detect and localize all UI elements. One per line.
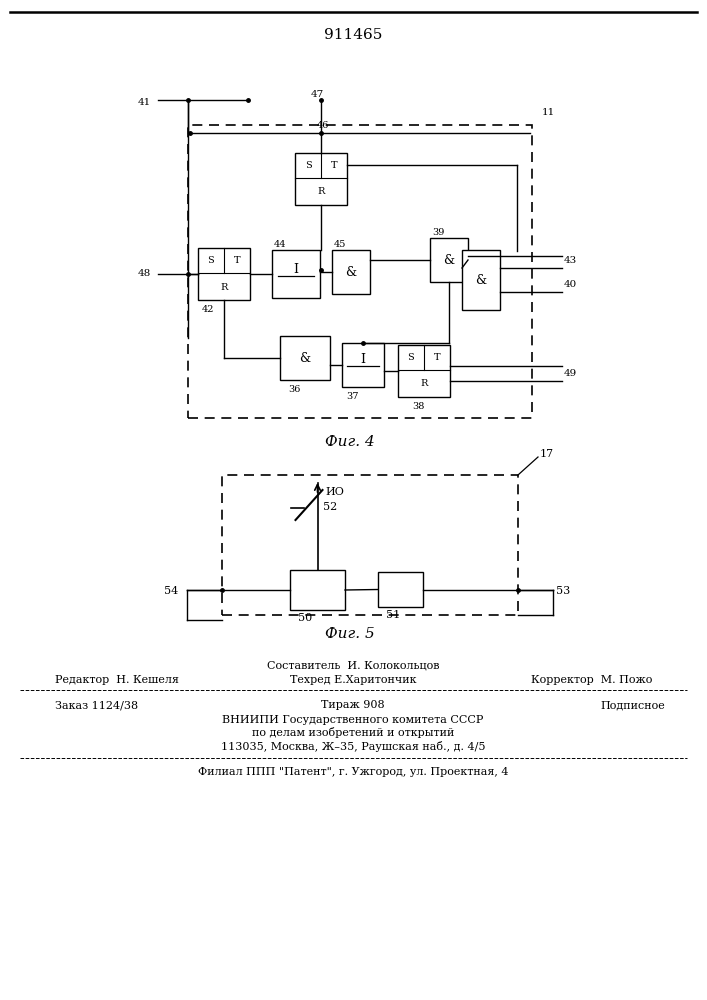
Bar: [290, 570, 345, 610]
Text: 38: 38: [412, 402, 424, 411]
Text: &: &: [346, 265, 356, 278]
Text: 113035, Москва, Ж–35, Раушская наб., д. 4/5: 113035, Москва, Ж–35, Раушская наб., д. …: [221, 740, 485, 752]
Text: ВНИИПИ Государственного комитета СССР: ВНИИПИ Государственного комитета СССР: [222, 715, 484, 725]
Text: Тираж 908: Тираж 908: [321, 700, 385, 710]
Bar: [280, 336, 330, 380]
Bar: [378, 572, 423, 607]
Text: Корректор  М. Пожо: Корректор М. Пожо: [531, 675, 652, 685]
Text: 54: 54: [164, 586, 178, 596]
Text: I: I: [361, 353, 366, 366]
Text: 17: 17: [540, 449, 554, 459]
Text: 39: 39: [432, 228, 445, 237]
Bar: [198, 248, 250, 300]
Text: Филиал ППП "Патент", г. Ужгород, ул. Проектная, 4: Филиал ППП "Патент", г. Ужгород, ул. Про…: [198, 767, 508, 777]
Bar: [222, 475, 518, 615]
Text: 46: 46: [317, 121, 329, 130]
Text: Составитель  И. Колокольцов: Составитель И. Колокольцов: [267, 660, 439, 670]
Text: R: R: [221, 282, 228, 292]
Text: R: R: [317, 188, 325, 196]
Text: 40: 40: [564, 280, 577, 289]
Text: 41: 41: [138, 98, 151, 107]
Text: Техред Е.Харитончик: Техред Е.Харитончик: [290, 675, 416, 685]
Text: 50: 50: [298, 613, 312, 623]
Bar: [398, 345, 450, 397]
Bar: [332, 250, 370, 294]
Text: T: T: [331, 161, 337, 170]
Text: 43: 43: [564, 256, 577, 265]
Bar: [462, 250, 500, 310]
Text: R: R: [421, 379, 428, 388]
Bar: [430, 238, 468, 282]
Text: S: S: [408, 353, 414, 362]
Text: 53: 53: [556, 585, 571, 595]
Bar: [342, 343, 384, 387]
Text: Подписное: Подписное: [600, 700, 665, 710]
Text: 36: 36: [288, 385, 300, 394]
Text: Фиг. 4: Фиг. 4: [325, 435, 375, 449]
Text: S: S: [208, 256, 214, 265]
Text: 44: 44: [274, 240, 286, 249]
Text: 52: 52: [322, 502, 337, 512]
Text: &: &: [300, 352, 310, 364]
Text: Фиг. 5: Фиг. 5: [325, 627, 375, 641]
Bar: [295, 153, 347, 205]
Text: 42: 42: [202, 305, 214, 314]
Text: 37: 37: [346, 392, 358, 401]
Text: T: T: [234, 256, 240, 265]
Bar: [272, 250, 320, 298]
Text: T: T: [433, 353, 440, 362]
Bar: [188, 125, 532, 418]
Text: S: S: [305, 161, 311, 170]
Text: 911465: 911465: [324, 28, 382, 42]
Text: 49: 49: [564, 369, 577, 378]
Text: &: &: [475, 273, 486, 286]
Text: 47: 47: [311, 90, 325, 99]
Text: 48: 48: [138, 269, 151, 278]
Text: &: &: [443, 253, 455, 266]
Text: 51: 51: [386, 610, 400, 620]
Text: Редактор  Н. Кешеля: Редактор Н. Кешеля: [55, 675, 179, 685]
Text: по делам изобретений и открытий: по делам изобретений и открытий: [252, 728, 454, 738]
Text: I: I: [293, 263, 298, 276]
Text: 11: 11: [542, 108, 555, 117]
Text: ИО: ИО: [325, 487, 344, 497]
Text: 45: 45: [334, 240, 346, 249]
Text: Заказ 1124/38: Заказ 1124/38: [55, 700, 138, 710]
